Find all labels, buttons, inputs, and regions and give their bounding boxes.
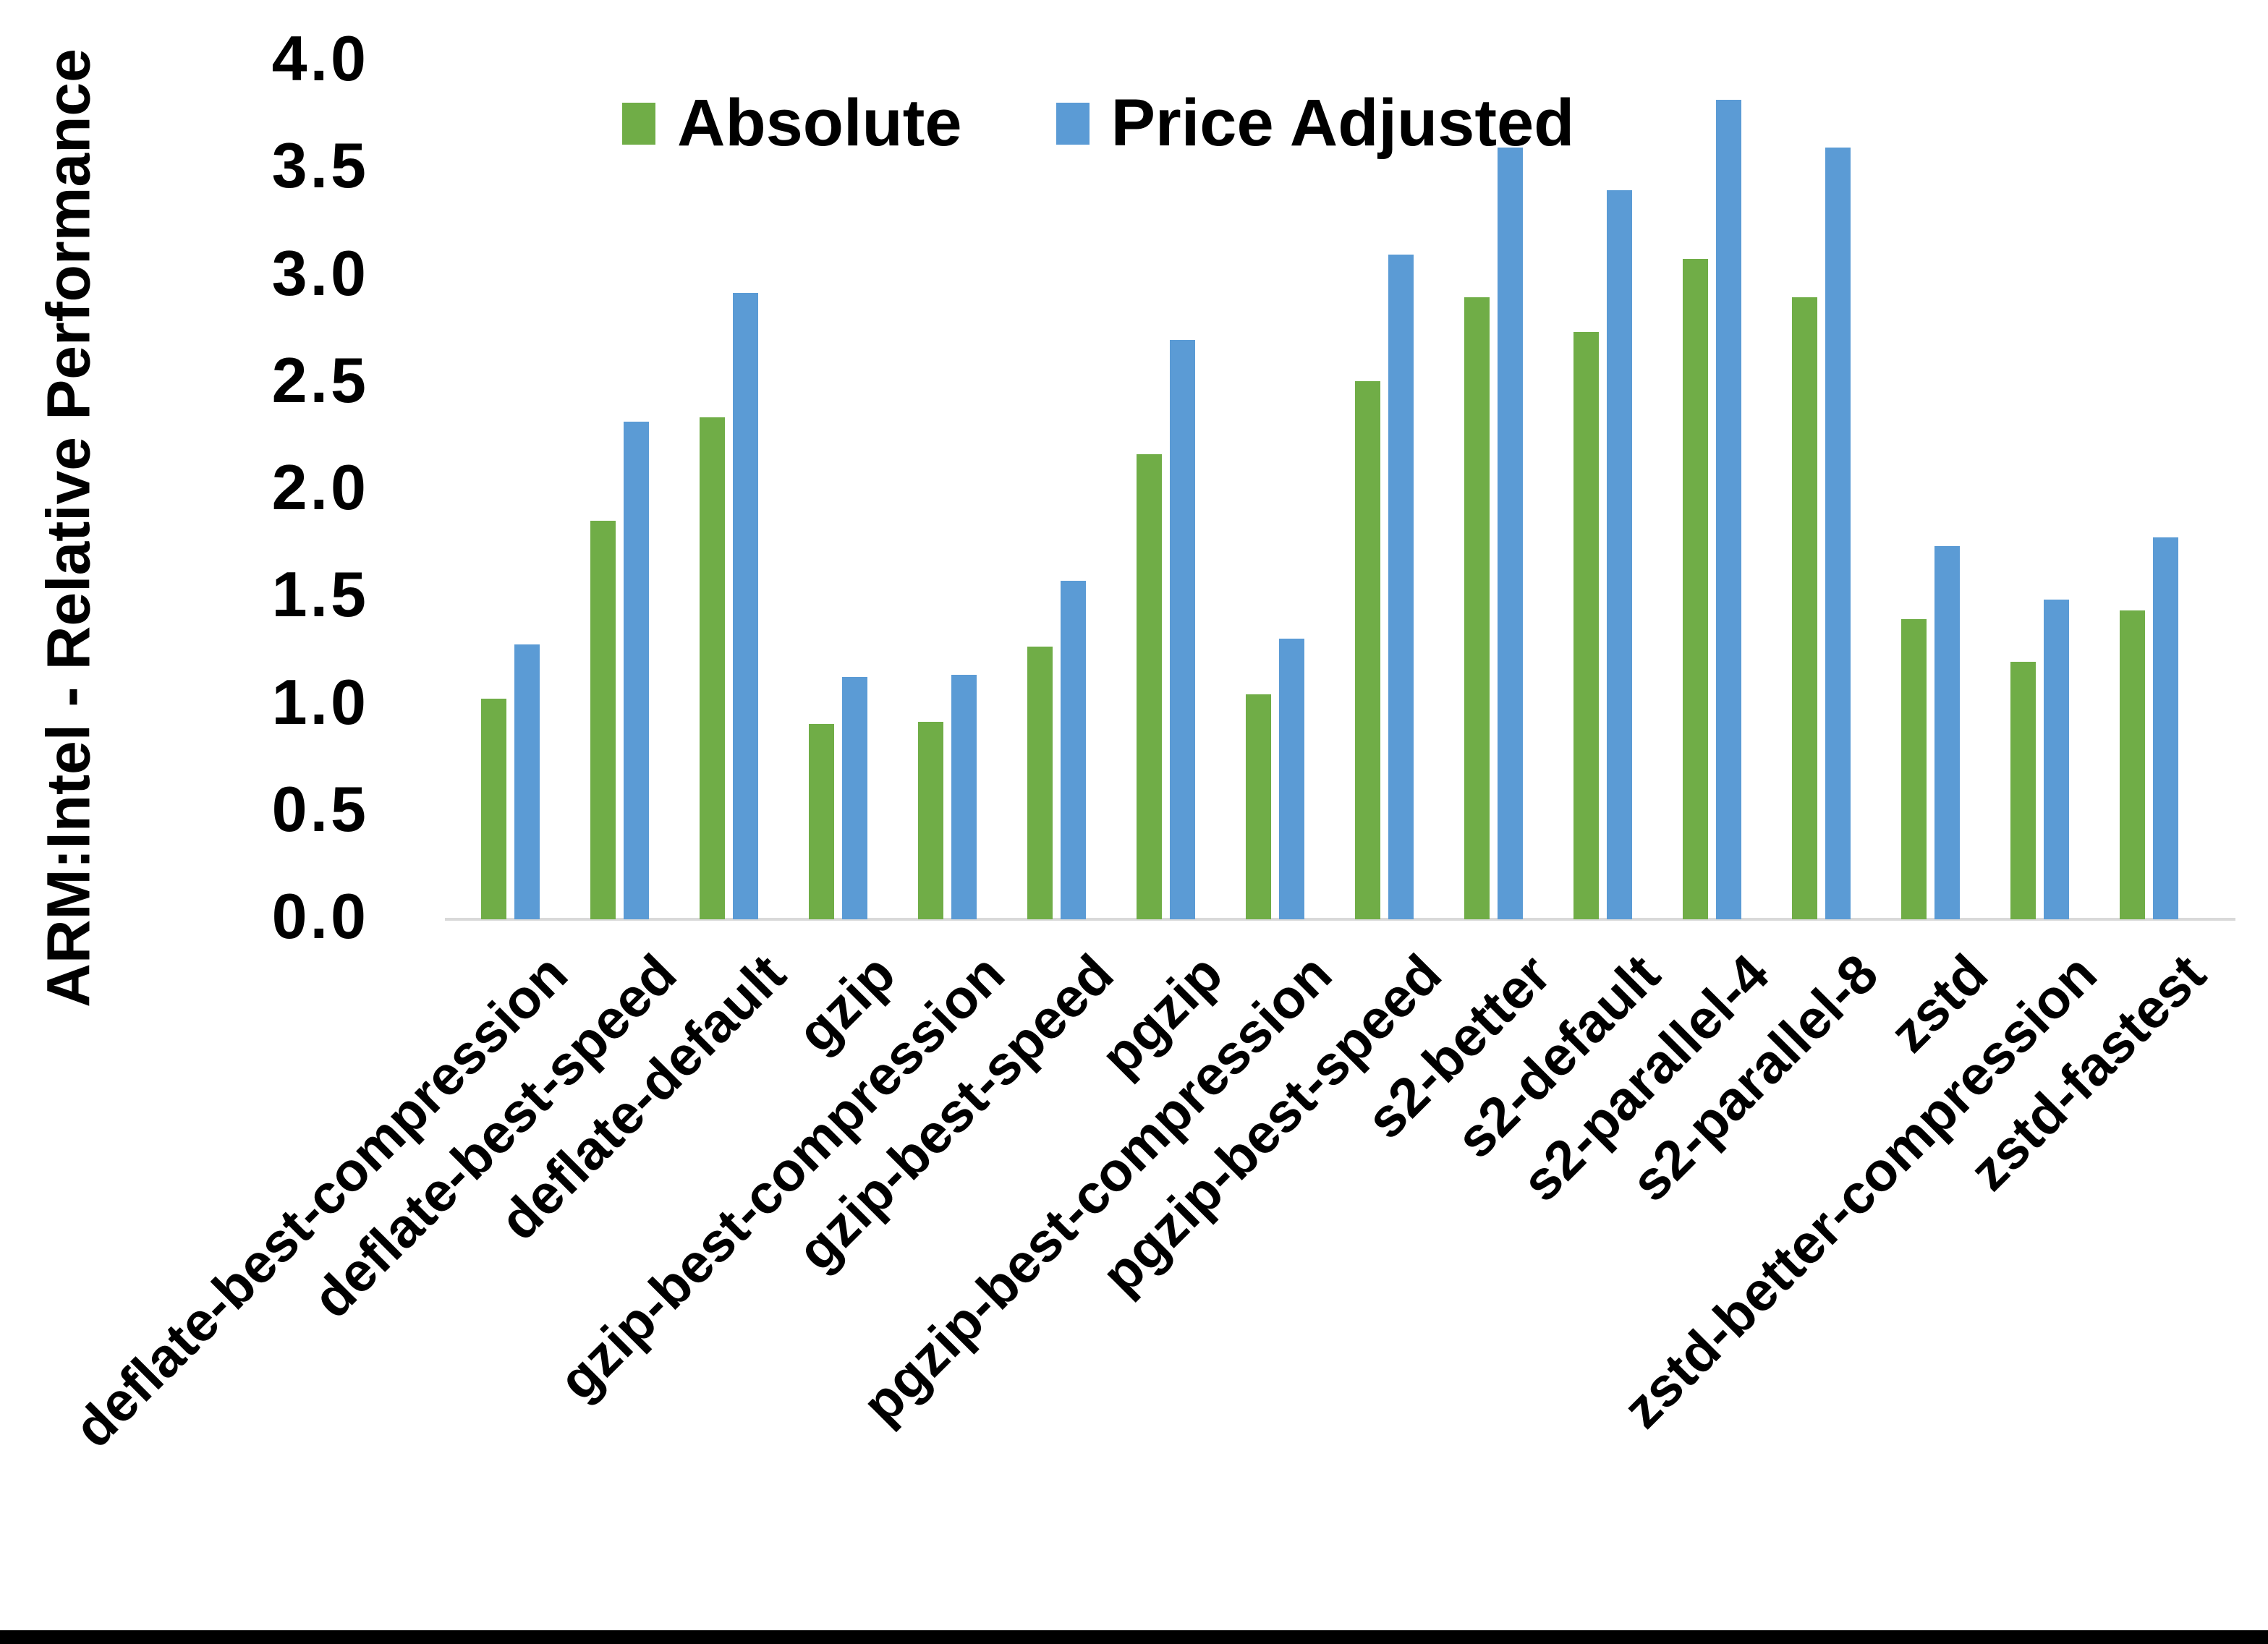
legend-label-price-adjusted: Price Adjusted [1110, 86, 1575, 160]
plot-area [456, 61, 2204, 919]
bar-price-adjusted-gzip-best-speed [1061, 580, 1086, 919]
bar-absolute-deflate-best-speed [590, 520, 616, 919]
bar-price-adjusted-deflate-best-compression [514, 644, 540, 919]
x-tick-label-zstd: zstd [1877, 942, 2000, 1065]
y-tick-label-1.0: 1.0 [271, 665, 369, 738]
y-axis-title: ARM:Intel - Relative Performance [34, 48, 103, 1008]
bar-absolute-gzip-best-compression [918, 722, 943, 919]
y-tick-label-3.0: 3.0 [271, 237, 369, 309]
legend: Absolute Price Adjusted [622, 85, 1574, 161]
x-tick-label-gzip: gzip [785, 942, 907, 1065]
bar-group-s2-parallel-4 [1657, 61, 1767, 919]
bar-group-s2-parallel-8 [1767, 61, 1876, 919]
x-tick-label-pgzip-best-compression: pgzip-best-compression [851, 942, 1344, 1436]
bar-absolute-pgzip [1137, 453, 1162, 919]
bar-absolute-gzip [809, 724, 834, 919]
bar-absolute-gzip-best-speed [1027, 647, 1053, 919]
bar-group-zstd-fastest [2094, 61, 2204, 919]
y-tick-label-2.0: 2.0 [271, 451, 369, 523]
bar-absolute-s2-parallel-4 [1683, 258, 1708, 919]
bar-price-adjusted-pgzip-best-speed [1388, 254, 1414, 919]
bar-absolute-zstd-fastest [2120, 610, 2145, 919]
bar-absolute-zstd-better-compression [2010, 662, 2036, 919]
bar-group-deflate-best-speed [565, 61, 674, 919]
bar-price-adjusted-deflate-default [733, 293, 758, 919]
bar-absolute-pgzip-best-speed [1355, 380, 1380, 919]
bar-absolute-s2-default [1573, 331, 1599, 919]
bar-absolute-deflate-default [700, 417, 725, 919]
legend-item-price-adjusted: Price Adjusted [1056, 85, 1575, 161]
bar-price-adjusted-gzip [842, 676, 867, 919]
bar-group-gzip [783, 61, 893, 919]
bar-price-adjusted-s2-better [1498, 147, 1523, 919]
x-tick-label-pgzip-best-speed: pgzip-best-speed [1090, 942, 1453, 1306]
bar-absolute-s2-better [1464, 297, 1490, 919]
bar-price-adjusted-s2-parallel-4 [1716, 100, 1741, 919]
bar-group-deflate-default [674, 61, 783, 919]
bar-group-pgzip-best-compression [1220, 61, 1330, 919]
bottom-border-bar [0, 1630, 2268, 1644]
x-tick-label-deflate-best-compression: deflate-best-compression [62, 942, 579, 1460]
bar-absolute-s2-parallel-8 [1792, 297, 1817, 919]
x-tick-label-s2-better: s2-better [1354, 942, 1563, 1151]
legend-item-absolute: Absolute [622, 85, 962, 161]
bar-absolute-deflate-best-compression [481, 698, 506, 919]
x-tick-label-gzip-best-speed: gzip-best-speed [786, 942, 1126, 1282]
bar-group-pgzip-best-speed [1330, 61, 1439, 919]
x-tick-label-deflate-best-speed: deflate-best-speed [301, 942, 689, 1330]
bar-group-pgzip [1111, 61, 1220, 919]
legend-swatch-absolute [622, 102, 655, 145]
bar-price-adjusted-pgzip-best-compression [1279, 638, 1304, 919]
x-tick-label-s2-parallel-8: s2-parallel-8 [1619, 942, 1890, 1214]
y-tick-label-1.5: 1.5 [271, 558, 369, 631]
y-tick-label-4.0: 4.0 [271, 22, 369, 94]
legend-swatch-price-adjusted [1056, 102, 1090, 145]
bar-group-s2-better [1439, 61, 1548, 919]
bar-group-zstd-better-compression [1985, 61, 2094, 919]
x-tick-label-zstd-better-compression: zstd-better-compression [1611, 942, 2109, 1440]
x-axis-line [445, 918, 2235, 921]
x-tick-label-zstd-fastest: zstd-fastest [1958, 942, 2218, 1203]
bar-price-adjusted-zstd [1934, 546, 1960, 919]
bar-group-zstd [1876, 61, 1985, 919]
bar-price-adjusted-zstd-fastest [2153, 537, 2178, 919]
x-tick-label-s2-parallel-4: s2-parallel-4 [1510, 942, 1781, 1214]
bar-group-gzip-best-speed [1002, 61, 1111, 919]
x-tick-label-s2-default: s2-default [1444, 942, 1672, 1170]
bar-absolute-zstd [1901, 618, 1927, 919]
legend-label-absolute: Absolute [677, 86, 962, 160]
x-tick-label-gzip-best-compression: gzip-best-compression [546, 942, 1016, 1413]
bar-price-adjusted-s2-parallel-8 [1825, 147, 1851, 919]
bar-price-adjusted-pgzip [1170, 340, 1195, 919]
bar-price-adjusted-deflate-best-speed [624, 422, 649, 919]
y-tick-label-2.5: 2.5 [271, 344, 369, 416]
bar-price-adjusted-gzip-best-compression [951, 675, 977, 919]
bar-absolute-pgzip-best-compression [1246, 694, 1271, 919]
bar-group-gzip-best-compression [893, 61, 1002, 919]
x-tick-label-pgzip: pgzip [1089, 942, 1235, 1089]
x-tick-label-deflate-default: deflate-default [488, 942, 798, 1253]
bar-price-adjusted-s2-default [1607, 189, 1632, 919]
y-tick-label-3.5: 3.5 [271, 129, 369, 202]
bar-group-deflate-best-compression [456, 61, 565, 919]
bar-price-adjusted-zstd-better-compression [2044, 600, 2069, 919]
bar-group-s2-default [1548, 61, 1657, 919]
y-tick-label-0.5: 0.5 [271, 772, 369, 845]
y-tick-label-0.0: 0.0 [271, 880, 369, 952]
